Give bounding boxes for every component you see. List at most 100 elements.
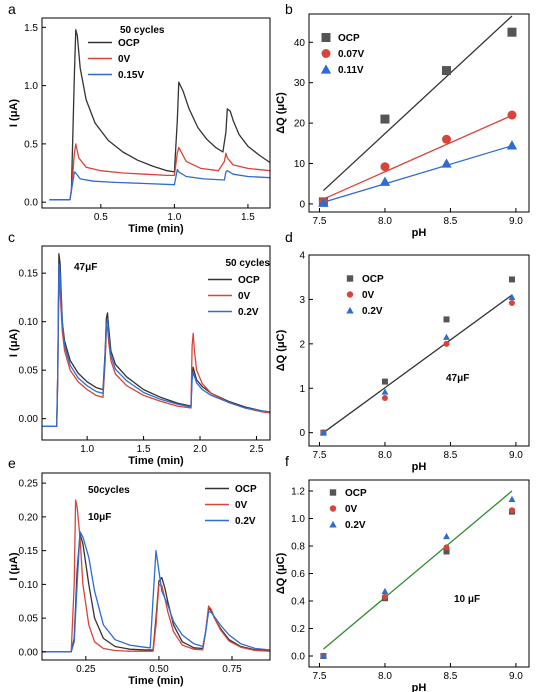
data-point-OCP [381,378,388,385]
legend-label: 0.2V [345,520,366,531]
legend-label: OCP [238,275,260,286]
y-tick-label: 10 [294,159,306,170]
x-tick-label: 1.5 [241,212,255,223]
axes-frame [308,254,530,447]
legend: OCP 0V 0.2V [346,274,384,317]
y-tick-label: 0.0 [24,198,38,209]
x-tick-label: 7.5 [313,450,327,461]
data-point-0.11V [318,197,329,207]
y-tick-label: 4 [299,251,305,262]
x-tick-label: 9.0 [509,216,523,227]
legend: OCP 0V 0.2V [329,488,367,531]
annotation: 50cycles [88,485,130,496]
y-tick-label: 1.5 [24,23,38,34]
legend-label: 0.2V [235,516,256,527]
plot-area [49,29,270,201]
legend-label: OCP [345,488,367,499]
axes-frame [308,479,530,668]
y-tick-label: 0.4 [291,597,305,608]
legend-label: 0V [345,504,358,515]
x-axis-label: Time (min) [128,223,184,235]
axes-frame [41,17,271,209]
y-tick-label: 40 [294,38,306,49]
legend-marker-0V [346,291,354,298]
y-axis-label: ΔQ (μC) [275,552,287,594]
fit-line-0.07V [323,114,513,200]
panel-c: c 1.0 1.5 2.0 2.5 0.00 0.05 0.10 0.15 Time (min) I… [8,229,271,467]
legend-marker-0.2V [329,520,337,528]
y-axis-label: ΔQ (μC) [275,92,287,134]
data-point-0.2V [443,333,450,340]
x-tick-label: 8.0 [378,450,392,461]
legend-label: OCP [362,274,384,285]
series-line-OCP [42,253,270,428]
legend: OCP 0V 0.2V [208,275,260,318]
x-tick-label: 7.5 [313,216,327,227]
legend-label: 0.15V [118,70,144,81]
data-point-0.11V [379,176,391,186]
y-tick-label: 0 [299,428,305,439]
legend-marker-OCP [321,33,331,42]
data-point-0.2V [319,652,327,659]
plot-area [319,276,516,436]
annotation: 47μF [74,262,97,273]
y-tick-label: 0.10 [19,580,39,591]
plot-area [42,253,270,428]
panel-a: a 0.5 1.0 1.5 0.0 0.5 1.0 1.5 Time (min) I (μA) 50… [8,1,271,235]
series-line-0.2V [42,262,270,428]
x-tick-label: 0.50 [149,664,169,675]
annotation: 50 cycles [226,258,271,269]
x-axis-label: pH [412,461,427,473]
x-tick-label: 7.5 [313,671,327,682]
legend-marker-0.2V [346,306,354,314]
data-point-0.07V [380,162,390,172]
plot-area [318,15,518,207]
annotation: 10μF [88,512,111,523]
y-tick-label: 0.00 [19,647,39,658]
y-tick-label: 0.0 [291,652,305,663]
series-line-0.15V [49,168,270,201]
axes-frame [41,472,271,661]
x-tick-label: 9.0 [509,450,523,461]
x-tick-label: 1.0 [80,444,94,455]
data-point-OCP [443,548,450,555]
y-tick-label: 1 [299,384,305,395]
data-point-0V [381,593,388,600]
data-point-0.2V [319,429,327,436]
x-tick-label: 8.5 [443,216,457,227]
data-point-0V [508,507,515,514]
legend-label: 0V [238,291,251,302]
data-point-0.07V [507,110,517,120]
panel-f: f 7.5 8.0 8.5 9.0 0.0 0.2 0.4 0.6 0.8 1.0 1.2 pH ΔQ (… [275,453,530,692]
series-line-0V [49,143,270,201]
data-point-0.2V [443,532,450,540]
y-tick-label: 0.15 [19,269,39,280]
x-tick-label: 8.0 [378,671,392,682]
fit-line-OCP [322,15,513,192]
x-axis-label: pH [412,227,427,239]
panel-letter: e [8,455,16,471]
legend-marker-0.11V [320,64,332,74]
y-tick-label: 0.25 [19,479,39,490]
data-point-0.2V [381,587,389,595]
y-tick-label: 0.2 [291,624,305,635]
y-tick-label: 0.10 [19,317,39,328]
x-tick-label: 8.5 [443,450,457,461]
y-axis-label: I (μA) [8,99,20,127]
panel-letter: d [285,229,293,245]
panel-letter: f [285,453,289,469]
legend-marker-OCP [346,275,354,282]
annotation: 10 μF [454,594,480,605]
legend: OCP 0.07V 0.11V [320,33,364,76]
legend-marker-OCP [329,489,337,496]
y-tick-label: 0.05 [19,366,39,377]
data-point-0V [443,340,450,347]
y-tick-label: 0 [299,199,305,210]
data-point-0.11V [441,158,452,168]
x-tick-label: 0.25 [76,664,96,675]
annotation: 47μF [446,373,469,384]
legend-label: 0.2V [362,306,383,317]
legend-label: OCP [118,38,140,49]
data-point-OCP [508,276,515,283]
